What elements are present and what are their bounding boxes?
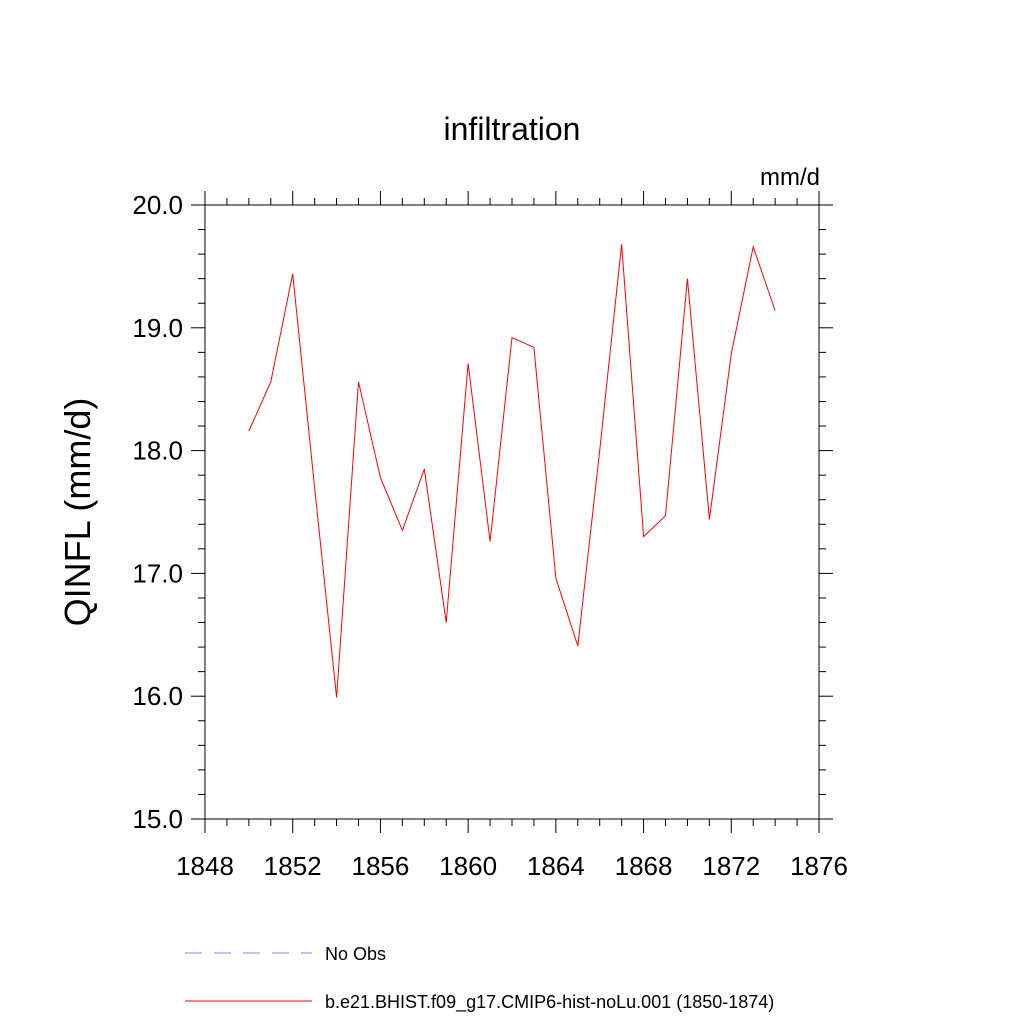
x-tick-label: 1852 (264, 851, 322, 881)
y-tick-label: 17.0 (132, 558, 183, 588)
y-tick-label: 19.0 (132, 313, 183, 343)
y-axis-label: QINFL (mm/d) (57, 398, 98, 627)
series-line (248, 244, 776, 698)
axes: 1848 1852 1856 1860 1864 1868 1872 1876 15.0 16.0… (132, 190, 848, 881)
units-label: mm/d (760, 164, 820, 191)
series-group (248, 244, 776, 698)
x-tick-label: 1848 (176, 851, 234, 881)
x-tick-label: 1876 (790, 851, 848, 881)
x-tick-label: 1868 (615, 851, 673, 881)
x-tick-label: 1872 (702, 851, 760, 881)
y-tick-label: 18.0 (132, 436, 183, 466)
chart-title: infiltration (444, 111, 581, 147)
legend-label: No Obs (325, 944, 386, 964)
x-tick-label: 1860 (439, 851, 497, 881)
x-tick-label: 1856 (352, 851, 410, 881)
y-tick-label: 20.0 (132, 190, 183, 220)
plot-frame (204, 204, 820, 820)
x-tick-label: 1864 (527, 851, 585, 881)
y-tick-label: 15.0 (132, 804, 183, 834)
legend-label: b.e21.BHIST.f09_g17.CMIP6-hist-noLu.001 … (325, 992, 774, 1013)
legend: No Obs b.e21.BHIST.f09_g17.CMIP6-hist-noL… (185, 944, 774, 1013)
y-tick-label: 16.0 (132, 681, 183, 711)
